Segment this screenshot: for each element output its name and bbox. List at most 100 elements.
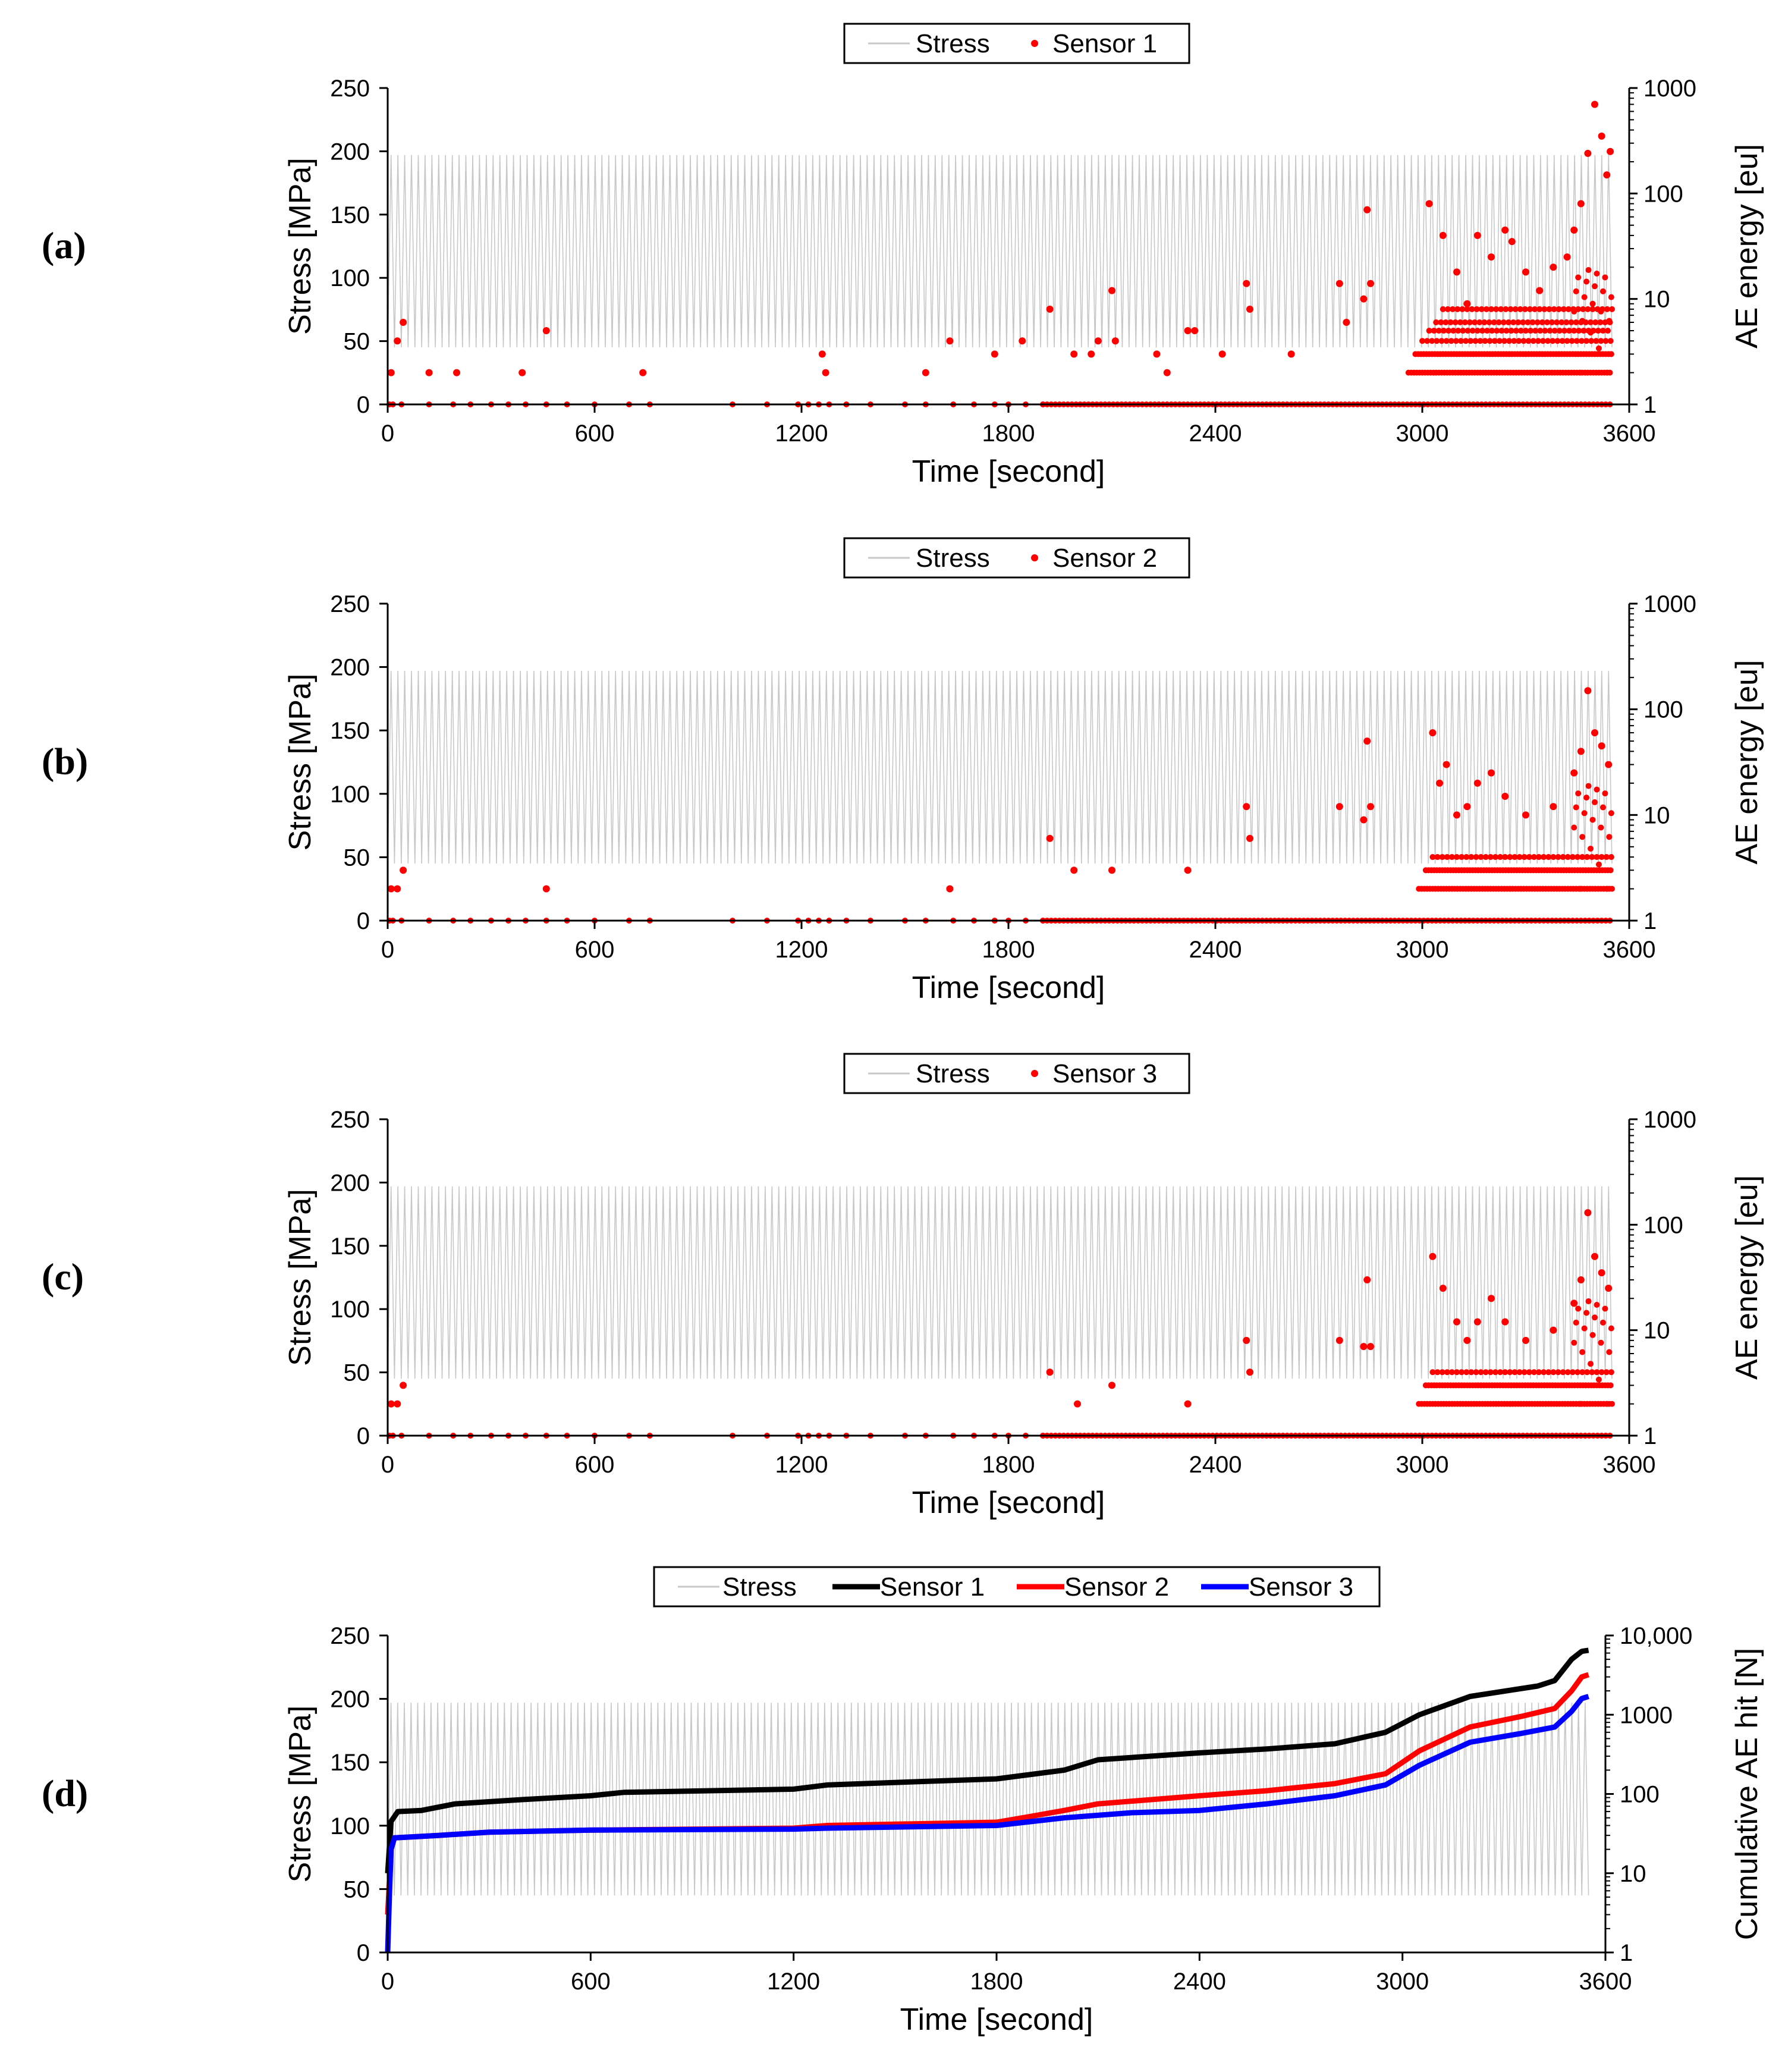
series-sensor-1: [387, 101, 1614, 376]
band-hit-point: [1606, 1349, 1613, 1355]
y-right-tick-label: 1000: [1620, 1702, 1673, 1728]
band-hit-point: [1531, 854, 1537, 861]
band-hit-point: [1445, 328, 1452, 334]
band-hit-point: [1511, 854, 1518, 861]
data-point: [1367, 803, 1374, 811]
band-hit-point: [1491, 319, 1497, 326]
data-point: [1363, 206, 1371, 214]
data-point: [1335, 803, 1343, 811]
band-hit-point: [1573, 319, 1579, 326]
band-hit-point: [1467, 319, 1473, 326]
x-tick-label: 0: [381, 937, 394, 963]
x-tick-label: 1200: [767, 1969, 820, 1995]
x-tick-label: 600: [575, 420, 615, 447]
stress-waveform: [387, 670, 1613, 864]
band-hit-point: [1581, 810, 1588, 817]
band-hit-point: [1497, 854, 1504, 861]
band-hit-point: [1513, 328, 1519, 334]
band-hit-point: [1588, 1361, 1594, 1367]
data-point: [1598, 742, 1605, 750]
band-hit-point: [1564, 854, 1571, 861]
x-tick-label: 1200: [775, 420, 828, 447]
band-hit-point: [1493, 306, 1500, 312]
band-hit-point: [1486, 319, 1492, 326]
data-point: [1070, 867, 1078, 874]
band-hit-point: [1487, 854, 1494, 861]
band-hit-point: [1581, 294, 1588, 300]
band-hit-point: [1569, 338, 1575, 344]
band-hit-point: [1478, 854, 1484, 861]
data-point: [1570, 1299, 1578, 1307]
band-hit-point: [1534, 319, 1541, 326]
band-hit-point: [1419, 338, 1425, 344]
x-tick-label: 1800: [982, 1452, 1035, 1478]
band-hit-point: [1434, 338, 1440, 344]
band-hit-point: [1516, 854, 1523, 861]
data-point: [1163, 369, 1171, 376]
band-hit-point: [1608, 810, 1614, 817]
band-hit-point: [1510, 319, 1517, 326]
band-hit-point: [1444, 854, 1450, 861]
data-point: [1501, 1318, 1509, 1326]
data-point: [542, 885, 550, 893]
band-hit-point: [1585, 1298, 1592, 1305]
band-hit-point: [1595, 861, 1602, 868]
band-hit-point: [1608, 1369, 1614, 1376]
band-hit-point: [1459, 854, 1465, 861]
band-hit-point: [1469, 328, 1476, 334]
y-left-tick-label: 200: [330, 139, 370, 165]
band-hit-point: [1472, 319, 1478, 326]
band-hit-point: [1515, 319, 1522, 326]
band-hit-point: [1580, 328, 1587, 334]
band-hit-point: [1579, 1369, 1586, 1376]
band-hit-point: [1575, 1305, 1582, 1312]
data-point: [1094, 337, 1102, 345]
data-point: [1591, 1252, 1598, 1260]
band-hit-point: [1581, 1325, 1588, 1332]
y-left-tick-label: 150: [330, 718, 370, 744]
band-hit-point: [1604, 1401, 1610, 1407]
band-hit-point: [1580, 306, 1586, 312]
data-point: [400, 319, 407, 327]
data-point: [1246, 1368, 1253, 1376]
band-hit-point: [1560, 854, 1566, 861]
band-hit-point: [1438, 338, 1445, 344]
band-hit-point: [1438, 319, 1444, 326]
band-hit-point: [1588, 329, 1594, 336]
x-tick-label: 1800: [982, 420, 1035, 447]
band-hit-point: [1554, 338, 1561, 344]
data-point: [1501, 793, 1509, 800]
band-hit-point: [1525, 319, 1531, 326]
band-hit-point: [1545, 854, 1552, 861]
band-hit-point: [1536, 1369, 1542, 1376]
data-point: [1363, 1276, 1371, 1284]
band-hit-point: [1603, 854, 1610, 861]
band-hit-point: [1571, 1339, 1577, 1346]
data-point: [394, 885, 401, 893]
band-hit-point: [1483, 306, 1489, 312]
band-hit-point: [1609, 306, 1615, 312]
band-hits: [1416, 1298, 1615, 1407]
data-point: [1453, 1318, 1460, 1326]
x-tick-label: 600: [571, 1969, 611, 1995]
data-point: [1363, 737, 1371, 745]
band-hit-point: [1594, 1302, 1600, 1308]
band-hit-point: [1517, 328, 1524, 334]
data-point: [1070, 350, 1078, 358]
y-left-tick-label: 0: [357, 1940, 370, 1966]
band-hit-point: [1468, 1369, 1475, 1376]
y-right-tick-label: 100: [1643, 181, 1683, 207]
legend-sensor-3-label: Sensor 3: [1249, 1572, 1353, 1602]
band-hit-point: [1594, 1369, 1600, 1376]
band-hit-point: [1594, 854, 1600, 861]
band-hit-point: [1604, 369, 1610, 376]
band-hit-point: [1443, 338, 1450, 344]
band-hit-point: [1459, 306, 1466, 312]
band-hit-point: [1602, 274, 1608, 281]
band-hit-point: [1555, 854, 1561, 861]
band-hit-point: [1577, 1401, 1583, 1407]
band-hit-point: [1573, 288, 1579, 294]
data-point: [946, 885, 954, 893]
band-hit-point: [1457, 319, 1463, 326]
band-hit-point: [1526, 306, 1533, 312]
